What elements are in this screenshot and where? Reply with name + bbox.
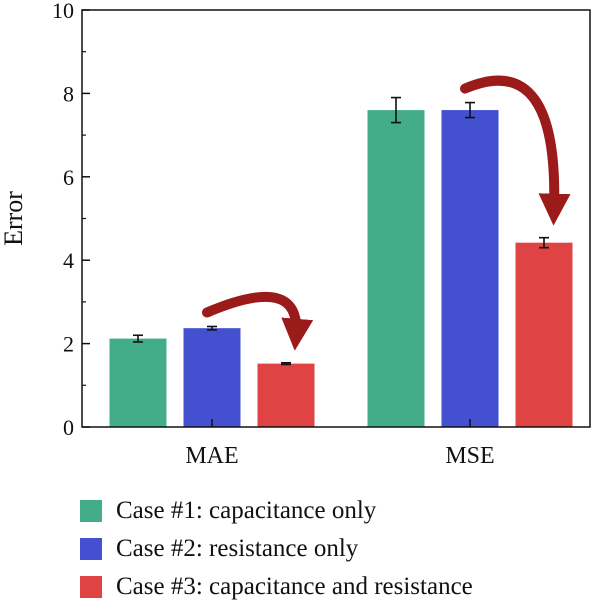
legend-swatch-case-2 [80,538,102,560]
bar-chart: 0 2 4 6 8 10 MAE MSE Error [0,0,591,469]
y-axis-ticks: 0 2 4 6 8 10 [52,0,90,440]
y-tick-label: 0 [63,415,74,440]
x-tick-label-mae: MAE [185,443,238,469]
legend-swatch-case-3 [80,576,102,598]
bars-layer [109,110,573,427]
y-axis-title: Error [0,191,28,246]
bar-mae-case-2 [183,328,241,427]
legend-label-case-1: Case #1: capacitance only [116,497,377,524]
curved-arrow-mse [460,75,571,226]
legend-item-case-2: Case #2: resistance only [80,530,473,568]
error-bars-layer [133,96,549,366]
bar-mae-case-3 [257,363,315,427]
y-tick-label: 2 [63,332,74,357]
y-tick-label: 10 [52,0,74,23]
bar-mae-case-1 [109,338,167,427]
legend-label-case-3: Case #3: capacitance and resistance [116,573,473,600]
y-tick-label: 8 [63,81,74,106]
legend: Case #1: capacitance only Case #2: resis… [80,492,473,606]
legend-swatch-case-1 [80,500,102,522]
bar-mse-case-2 [441,110,499,427]
bar-mse-case-3 [515,242,573,427]
bar-mse-case-1 [367,110,425,427]
curved-arrow-mae [202,291,314,351]
legend-item-case-3: Case #3: capacitance and resistance [80,568,473,606]
legend-label-case-2: Case #2: resistance only [116,535,359,562]
x-tick-label-mse: MSE [445,443,494,469]
legend-item-case-1: Case #1: capacitance only [80,492,473,530]
x-axis-ticks: MAE MSE [185,419,495,469]
arrows-layer [202,75,571,351]
y-tick-label: 4 [63,248,74,273]
y-tick-label: 6 [63,165,74,190]
